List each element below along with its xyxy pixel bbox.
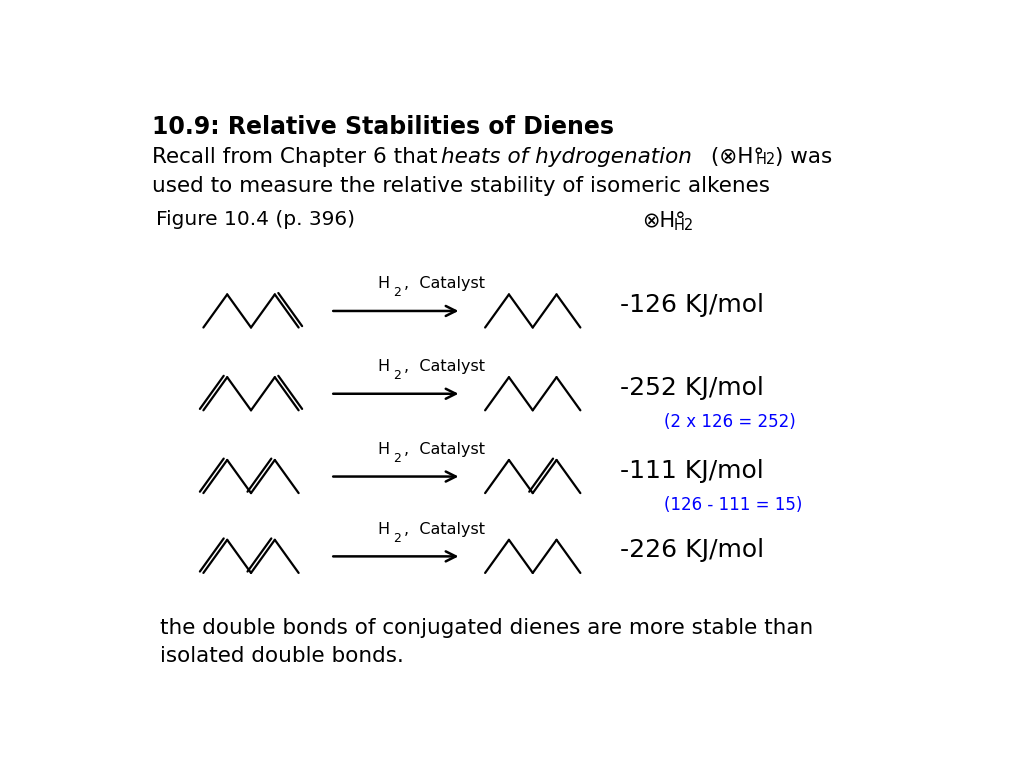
Text: ) was: ) was <box>775 147 833 167</box>
Text: ,  Catalyst: , Catalyst <box>403 522 484 537</box>
Text: -111 KJ/mol: -111 KJ/mol <box>620 458 764 482</box>
Text: the double bonds of conjugated dienes are more stable than: the double bonds of conjugated dienes ar… <box>160 618 813 638</box>
Text: heats of hydrogenation: heats of hydrogenation <box>440 147 691 167</box>
Text: 2: 2 <box>392 452 400 465</box>
Text: (⊗H°: (⊗H° <box>705 147 764 167</box>
Text: -126 KJ/mol: -126 KJ/mol <box>620 293 764 317</box>
Text: isolated double bonds.: isolated double bonds. <box>160 646 403 666</box>
Text: (2 x 126 = 252): (2 x 126 = 252) <box>664 413 796 431</box>
Text: H: H <box>378 442 389 457</box>
Text: H: H <box>378 359 389 374</box>
Text: H: H <box>378 276 389 291</box>
Text: Figure 10.4 (p. 396): Figure 10.4 (p. 396) <box>156 210 354 230</box>
Text: 10.9: Relative Stabilities of Dienes: 10.9: Relative Stabilities of Dienes <box>152 114 613 139</box>
Text: H2: H2 <box>674 218 694 233</box>
Text: ,  Catalyst: , Catalyst <box>403 276 484 291</box>
Text: 2: 2 <box>392 286 400 299</box>
Text: -252 KJ/mol: -252 KJ/mol <box>620 376 764 400</box>
Text: ⊗H°: ⊗H° <box>642 210 686 230</box>
Text: -226 KJ/mol: -226 KJ/mol <box>620 538 764 562</box>
Text: Recall from Chapter 6 that: Recall from Chapter 6 that <box>152 147 444 167</box>
Text: 2: 2 <box>392 369 400 382</box>
Text: ,  Catalyst: , Catalyst <box>403 359 484 374</box>
Text: (126 - 111 = 15): (126 - 111 = 15) <box>664 496 802 514</box>
Text: H2: H2 <box>756 153 776 167</box>
Text: used to measure the relative stability of isomeric alkenes: used to measure the relative stability o… <box>152 176 770 196</box>
Text: 2: 2 <box>392 531 400 545</box>
Text: H: H <box>378 522 389 537</box>
Text: ,  Catalyst: , Catalyst <box>403 442 484 457</box>
